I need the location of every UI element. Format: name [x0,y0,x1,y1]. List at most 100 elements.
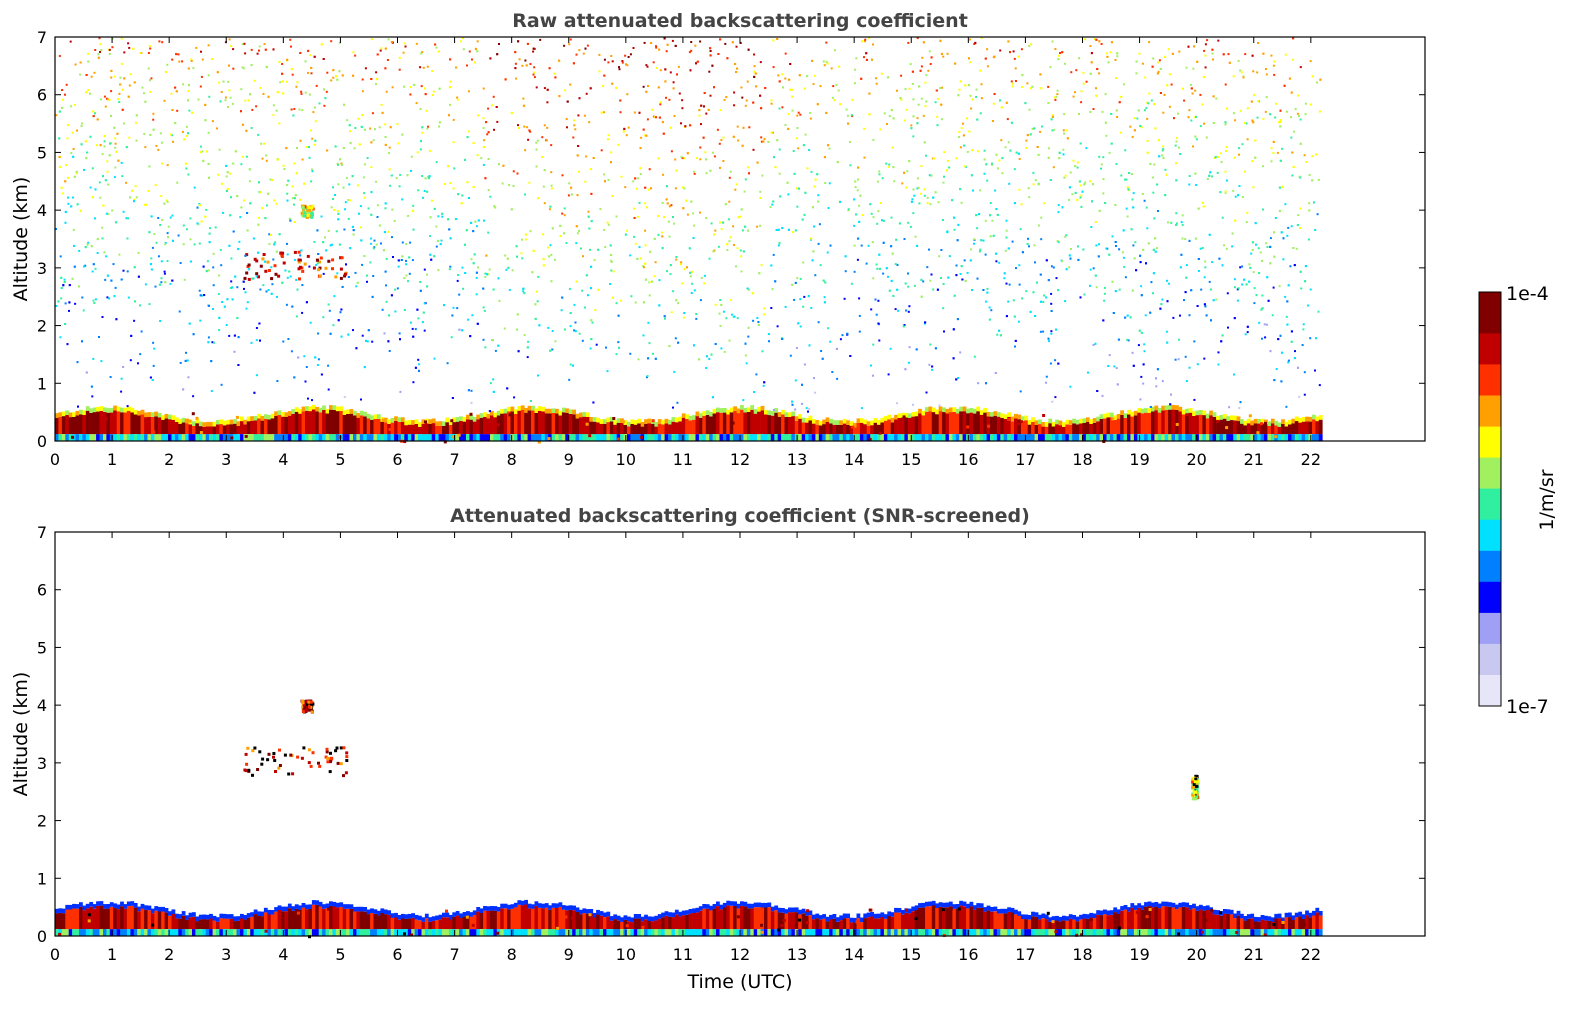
noise-point [1018,264,1021,267]
noise-point [1307,304,1310,307]
noise-point [1251,119,1254,122]
heatmap-cell [466,414,470,420]
noise-point [1054,96,1056,99]
heatmap-cell [1106,434,1111,441]
noise-point [1070,248,1072,250]
noise-point [1120,174,1123,177]
noise-point [573,303,576,306]
noise-point [1049,362,1052,365]
heatmap-cell [1020,416,1025,421]
noise-point [699,40,702,43]
noise-point [559,235,562,238]
heatmap-cell [791,416,796,435]
heatmap-cell [1212,412,1217,417]
noise-point [814,274,817,277]
noise-point [851,98,854,101]
noise-point [398,185,401,188]
noise-point [487,273,490,276]
noise-point [524,149,527,152]
noise-point [462,48,465,51]
noise-point [390,294,393,297]
noise-point [620,175,623,178]
noise-point [883,112,886,115]
noise-point [567,194,570,197]
heatmap-cell [376,414,381,419]
noise-point [1246,107,1249,110]
noise-point [589,248,591,251]
heatmap-cell [969,408,974,413]
noise-point [456,307,459,310]
feature-cell [191,412,195,416]
noise-point [1047,156,1050,159]
noise-point [103,95,106,98]
noise-point [363,163,366,166]
noise-point [816,173,819,176]
heatmap-cell [383,417,388,423]
noise-point [491,339,494,342]
noise-point [887,373,890,376]
noise-point [1011,85,1014,88]
noise-point [172,239,174,242]
noise-point [1057,362,1060,365]
heatmap-cell [1171,409,1176,435]
noise-point [882,241,885,244]
noise-point [1037,153,1040,156]
noise-point [189,238,192,241]
noise-point [957,223,960,226]
feature-cell [1111,417,1115,421]
noise-point [946,52,949,55]
heatmap-cell [438,425,443,434]
heatmap-cell [325,413,330,434]
heatmap-cell [322,410,326,435]
noise-point [89,186,92,189]
heatmap-cell [527,434,532,441]
noise-point [161,162,164,165]
noise-point [732,225,735,228]
heatmap-cell [777,434,782,441]
heatmap-cell [253,434,258,441]
feature-cell [297,260,301,264]
noise-point [865,262,868,265]
noise-point [202,159,205,162]
noise-point [429,216,432,219]
heatmap-cell [647,423,652,435]
heatmap-cell [1089,419,1094,424]
noise-point [1234,195,1237,198]
noise-point [308,93,311,96]
heatmap-cell [722,412,727,434]
noise-point [565,118,568,120]
noise-point [1111,235,1114,238]
noise-point [604,246,607,249]
noise-point [1280,380,1283,383]
noise-point [109,376,112,378]
noise-point [1179,266,1182,269]
noise-point [986,65,989,68]
noise-point [1205,136,1208,139]
noise-point [154,184,157,187]
heatmap-cell [1109,434,1114,441]
noise-point [258,45,261,48]
heatmap-cell [1164,405,1169,410]
heatmap-cell [719,434,724,441]
heatmap-cell [274,415,278,435]
heatmap-cell [1140,413,1145,435]
heatmap-cell [198,434,203,441]
heatmap-cell [740,409,744,435]
noise-point [921,56,924,59]
heatmap-cell [969,412,974,434]
heatmap-cell [356,434,361,441]
noise-point [69,40,72,43]
noise-point [175,90,178,93]
noise-point [680,261,683,264]
heatmap-cell [154,411,159,417]
noise-point [860,244,863,247]
noise-point [907,310,910,313]
noise-point [872,343,875,346]
noise-point [1275,368,1278,370]
noise-point [1150,99,1153,102]
noise-point [336,209,339,212]
noise-point [1197,270,1200,272]
noise-point [199,85,202,88]
noise-point [506,257,509,260]
heatmap-cell [527,405,532,411]
